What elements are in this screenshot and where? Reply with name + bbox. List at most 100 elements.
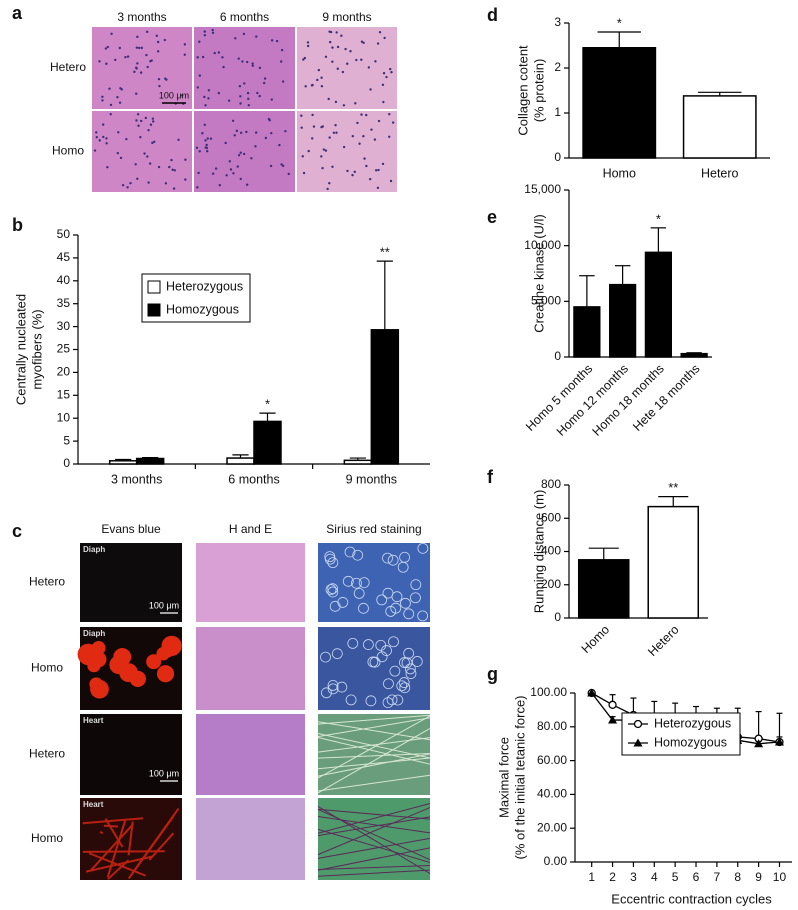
nucleus <box>358 142 361 145</box>
panel-letter: f <box>487 467 494 487</box>
fiber <box>396 680 408 692</box>
nucleus <box>198 74 202 77</box>
nucleus <box>207 89 211 92</box>
nucleus <box>145 53 148 57</box>
nucleus <box>198 150 201 153</box>
y-tick-label: 50 <box>57 227 71 241</box>
nucleus <box>255 35 258 38</box>
dye-uptake <box>82 817 144 825</box>
marker <box>754 739 764 748</box>
error-bar <box>259 412 276 422</box>
nucleus <box>300 114 303 117</box>
tissue-label: Heart <box>83 800 104 809</box>
nucleus <box>118 101 122 104</box>
bar <box>647 505 700 619</box>
nucleus <box>151 141 154 145</box>
marker <box>774 737 784 746</box>
nucleus <box>329 30 333 34</box>
nucleus <box>320 76 323 79</box>
nucleus <box>117 131 120 134</box>
nucleus <box>93 149 97 152</box>
nucleus <box>138 46 141 50</box>
nucleus <box>170 158 173 162</box>
nucleus <box>147 181 150 184</box>
nucleus <box>205 143 208 147</box>
micrograph <box>92 111 192 192</box>
nucleus <box>256 91 259 95</box>
marker <box>633 738 643 747</box>
collagen <box>317 715 431 779</box>
y-axis-label: (% protein) <box>531 59 546 123</box>
nucleus <box>213 51 216 55</box>
nucleus <box>125 137 128 141</box>
nucleus <box>245 183 249 186</box>
fiber <box>400 597 411 609</box>
nucleus <box>335 131 338 134</box>
nucleus <box>234 37 237 40</box>
nucleus <box>362 41 365 45</box>
nucleus <box>184 178 187 181</box>
nucleus <box>214 167 218 170</box>
y-tick-label: 30 <box>57 319 71 333</box>
nucleus <box>136 35 139 39</box>
bar <box>253 420 282 465</box>
nucleus <box>201 132 204 135</box>
y-tick-label: 3 <box>554 15 561 29</box>
nucleus <box>196 186 199 189</box>
nucleus <box>321 166 324 170</box>
fiber <box>344 546 356 558</box>
fiber <box>404 663 416 675</box>
nucleus <box>287 172 290 176</box>
nucleus <box>254 131 258 134</box>
fiber <box>376 594 388 606</box>
nucleus <box>245 60 249 64</box>
fiber <box>327 680 339 691</box>
nucleus <box>180 94 184 97</box>
row-header: Hetero <box>50 60 86 74</box>
y-axis-label: (% of the initial tetanic force) <box>512 695 527 859</box>
nucleus <box>204 104 207 107</box>
x-tick-label: Hete 18 months <box>630 362 702 434</box>
fiber <box>327 557 339 569</box>
nucleus <box>119 156 123 160</box>
row-header: Homo <box>52 144 84 158</box>
micrograph <box>196 627 305 710</box>
nucleus <box>327 97 330 101</box>
fiber <box>342 575 354 587</box>
nucleus <box>110 32 113 36</box>
nucleus <box>326 187 329 191</box>
nucleus <box>311 113 314 117</box>
nucleus <box>231 119 235 122</box>
nucleus <box>258 66 262 70</box>
nucleus <box>385 75 388 79</box>
nucleus <box>196 86 200 89</box>
y-tick-label: 100.00 <box>530 685 567 699</box>
nucleus <box>102 135 105 139</box>
nucleus <box>236 165 239 168</box>
nucleus <box>222 65 225 69</box>
nucleus <box>233 134 236 137</box>
nucleus <box>251 64 255 67</box>
fiber <box>411 656 423 667</box>
fiber <box>320 651 331 663</box>
nucleus <box>307 149 310 153</box>
nucleus <box>258 94 261 98</box>
nucleus <box>158 84 161 88</box>
collagen <box>317 721 431 741</box>
nucleus <box>155 34 158 38</box>
micrograph <box>297 27 397 109</box>
scale-bar-label: 100 μm <box>159 90 189 100</box>
nucleus <box>322 148 326 151</box>
nucleus <box>153 140 156 143</box>
fiber <box>389 665 401 677</box>
legend-box <box>621 712 741 756</box>
nucleus <box>342 145 346 149</box>
nucleus <box>312 125 316 128</box>
nucleus <box>237 154 241 157</box>
dye-uptake <box>109 655 128 675</box>
nucleus <box>365 164 368 168</box>
nucleus <box>139 71 143 74</box>
nucleus <box>328 136 331 139</box>
nucleus <box>118 46 122 50</box>
